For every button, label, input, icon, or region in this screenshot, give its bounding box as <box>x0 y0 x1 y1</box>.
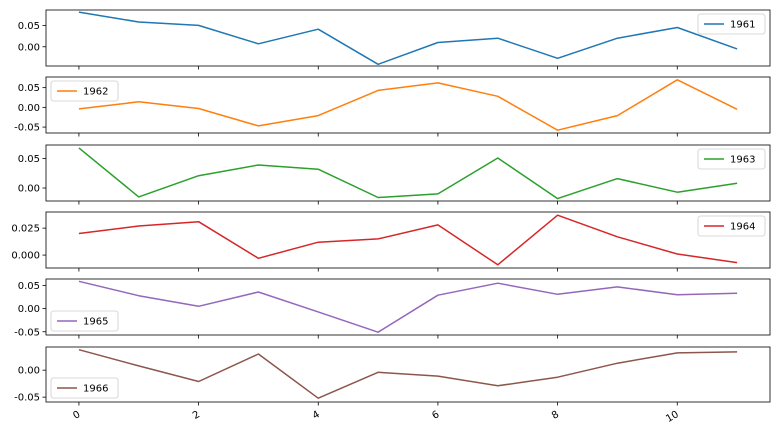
legend-box <box>697 215 766 237</box>
x-tick-label: 4 <box>311 409 322 422</box>
legend-box <box>50 377 119 399</box>
subplot-1964: 0.000 0.025 1964 <box>11 211 771 272</box>
axes-frame <box>45 9 771 67</box>
series-line-1966 <box>78 348 738 399</box>
y-tick-label: 0.05 <box>18 281 40 292</box>
legend-box <box>697 13 766 35</box>
legend: 1964 <box>697 215 766 237</box>
x-tick-label: 0 <box>71 409 82 422</box>
legend-box <box>50 80 119 102</box>
y-tick-label: 0.00 <box>18 103 40 114</box>
series-line-1965 <box>78 280 738 333</box>
y-tick-label: 0.000 <box>11 251 40 262</box>
y-tick-label: 0.00 <box>18 42 40 53</box>
y-tick-label: 0.05 <box>18 21 40 32</box>
x-tick-label: 2 <box>191 409 202 422</box>
legend: 1966 <box>50 377 119 399</box>
y-tick-label: -0.05 <box>14 327 40 338</box>
axes-frame <box>45 346 771 403</box>
legend: 1963 <box>697 148 766 170</box>
subplot-1963: 0.00 0.05 1963 <box>18 144 771 205</box>
legend-label: 1964 <box>730 222 755 233</box>
legend-label: 1965 <box>83 317 108 328</box>
legend-label: 1966 <box>83 384 108 395</box>
axes-frame <box>45 278 771 336</box>
y-tick-label: 0.00 <box>18 366 40 377</box>
y-tick-label: 0.00 <box>18 184 40 195</box>
legend-label: 1962 <box>83 87 108 98</box>
y-tick-label: -0.05 <box>14 123 40 134</box>
y-tick-label: -0.05 <box>14 393 40 404</box>
legend-label: 1961 <box>730 20 755 31</box>
legend-box <box>697 148 766 170</box>
subplot-1965: -0.05 0.00 0.05 1965 <box>14 278 771 339</box>
axes-frame <box>45 211 771 269</box>
subplot-1961: 0.00 0.05 1961 <box>18 9 771 70</box>
y-tick-label: 0.025 <box>11 224 40 235</box>
y-tick-label: 0.05 <box>18 154 40 165</box>
axes-frame <box>45 76 771 134</box>
subplot-1962: -0.05 0.00 0.05 1962 <box>14 76 771 137</box>
x-tick-label: 10 <box>664 409 681 425</box>
legend-label: 1963 <box>730 155 755 166</box>
x-tick-label: 8 <box>550 409 561 422</box>
legend: 1965 <box>50 310 119 332</box>
legend: 1961 <box>697 13 766 35</box>
series-line-1963 <box>78 147 738 200</box>
legend: 1962 <box>50 80 119 102</box>
x-tick-label: 6 <box>430 409 441 422</box>
series-line-1962 <box>78 79 738 131</box>
y-tick-label: 0.00 <box>18 304 40 315</box>
legend-box <box>50 310 119 332</box>
series-line-1961 <box>78 11 738 66</box>
subplot-1966: -0.05 0.00 1966 <box>14 346 771 406</box>
series-line-1964 <box>78 214 738 266</box>
axes-frame <box>45 144 771 202</box>
y-tick-label: 0.05 <box>18 83 40 94</box>
